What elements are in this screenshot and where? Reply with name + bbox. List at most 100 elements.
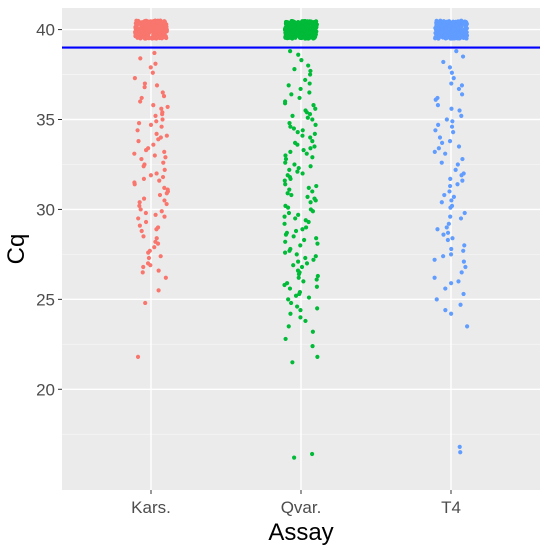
- data-point: [300, 133, 305, 138]
- data-point: [455, 162, 460, 167]
- data-point: [302, 35, 307, 40]
- data-point: [308, 68, 313, 74]
- data-point: [313, 198, 318, 203]
- data-point: [441, 59, 446, 65]
- data-point: [132, 180, 137, 185]
- data-point: [310, 117, 315, 122]
- data-point: [142, 22, 147, 27]
- data-point: [162, 30, 167, 36]
- data-point: [463, 27, 468, 32]
- data-point: [465, 324, 470, 329]
- data-point: [139, 156, 144, 162]
- data-point: [449, 246, 454, 252]
- data-point: [463, 264, 468, 270]
- data-point: [293, 35, 298, 40]
- data-point: [442, 22, 447, 27]
- data-point: [283, 156, 289, 162]
- data-point: [459, 83, 465, 88]
- data-point: [446, 221, 451, 226]
- data-point: [285, 20, 290, 25]
- data-point: [152, 245, 157, 250]
- data-point: [287, 248, 292, 253]
- data-point: [298, 28, 304, 33]
- x-axis-title: Assay: [268, 519, 333, 546]
- data-point: [314, 284, 320, 289]
- data-point: [282, 250, 288, 255]
- data-point: [305, 115, 310, 120]
- x-tick-label: T4: [441, 498, 461, 517]
- data-point: [449, 70, 454, 75]
- data-point: [442, 192, 447, 198]
- data-point: [285, 205, 291, 210]
- data-point: [304, 261, 310, 266]
- data-point: [282, 214, 287, 219]
- data-point: [293, 216, 298, 221]
- data-point: [459, 270, 464, 275]
- data-point: [286, 297, 291, 302]
- data-point: [162, 22, 167, 27]
- data-point: [308, 72, 313, 77]
- data-point: [152, 50, 157, 56]
- data-point: [451, 19, 456, 24]
- y-axis-ticks: 20 25 30 35 40: [36, 21, 62, 399]
- data-point: [154, 171, 159, 176]
- data-point: [456, 26, 461, 31]
- data-point: [307, 90, 312, 95]
- data-point: [159, 209, 164, 214]
- data-point: [458, 450, 463, 455]
- data-point: [287, 187, 292, 192]
- data-point: [296, 259, 301, 264]
- data-point: [433, 128, 438, 133]
- data-point: [312, 144, 317, 149]
- data-point: [156, 268, 161, 273]
- data-point: [458, 302, 463, 307]
- data-point: [444, 117, 449, 122]
- data-point: [313, 106, 318, 111]
- data-point: [451, 28, 456, 33]
- data-point: [456, 279, 461, 284]
- data-point: [164, 201, 169, 207]
- data-point: [154, 131, 159, 136]
- data-point: [441, 254, 446, 259]
- data-point: [432, 257, 437, 262]
- data-point: [141, 35, 146, 40]
- data-point: [297, 291, 302, 297]
- data-point: [289, 92, 294, 97]
- data-point: [306, 63, 311, 68]
- data-point: [283, 239, 288, 244]
- x-tick-label: Kars.: [131, 498, 171, 517]
- data-point: [436, 146, 441, 151]
- data-point: [141, 196, 147, 201]
- data-point: [451, 194, 456, 199]
- data-point: [462, 31, 467, 36]
- data-point: [148, 173, 154, 178]
- data-point: [152, 36, 157, 41]
- data-point: [155, 241, 161, 246]
- data-point: [458, 216, 464, 221]
- data-point: [456, 86, 462, 92]
- data-point: [154, 236, 159, 241]
- data-point: [307, 112, 313, 117]
- data-point: [450, 119, 455, 124]
- data-point: [299, 264, 305, 270]
- data-point: [156, 34, 161, 39]
- data-point: [148, 263, 153, 268]
- data-point: [298, 86, 303, 92]
- data-point: [314, 183, 319, 189]
- data-point: [165, 104, 170, 110]
- data-point: [286, 324, 291, 329]
- data-point: [433, 34, 438, 40]
- data-point: [435, 95, 440, 101]
- data-point: [160, 112, 165, 117]
- data-point: [462, 21, 467, 26]
- data-point: [315, 241, 320, 246]
- data-point: [288, 31, 293, 36]
- data-point: [148, 122, 154, 127]
- data-point: [311, 103, 316, 108]
- data-point: [139, 95, 144, 101]
- data-point: [290, 360, 295, 365]
- data-point: [303, 255, 308, 261]
- data-point: [437, 135, 443, 140]
- data-point: [303, 19, 308, 24]
- data-point: [285, 191, 290, 196]
